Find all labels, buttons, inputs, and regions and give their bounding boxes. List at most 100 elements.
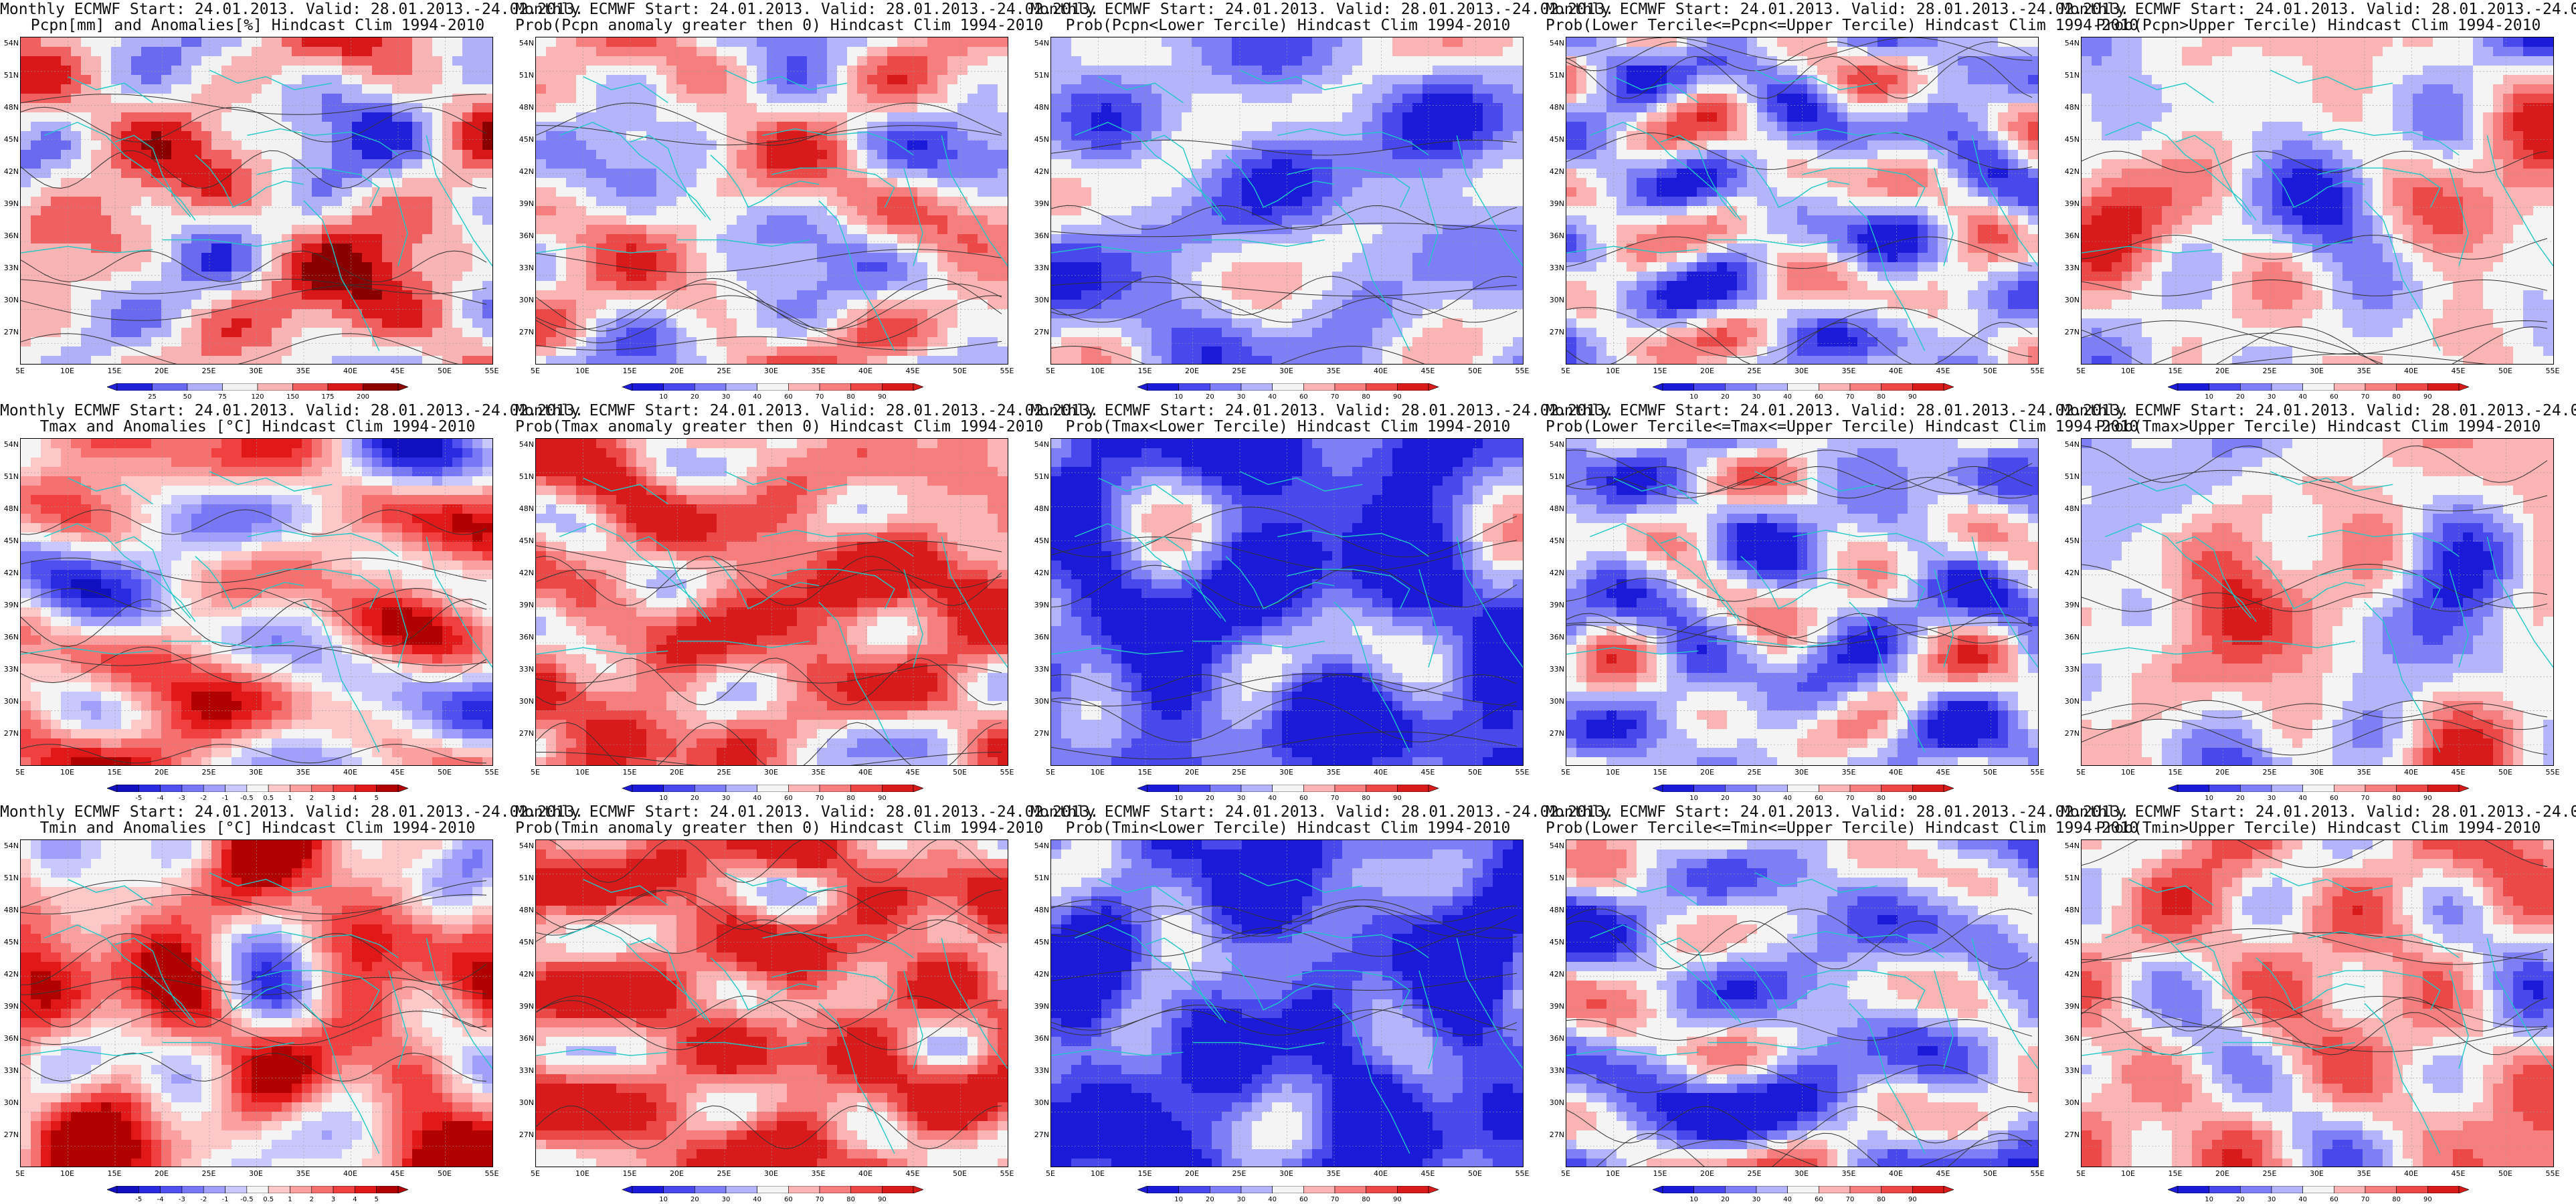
latitude-label: 48N (0, 103, 19, 112)
colorbar-swatch (788, 785, 820, 792)
coastline (536, 647, 668, 655)
colorbar-swatch (268, 1186, 290, 1193)
latitude-label: 30N (1030, 1098, 1049, 1107)
latitude-label: 51N (1030, 874, 1049, 882)
panel-title: Prob(Tmin anomaly greater then 0) Hindca… (515, 820, 1043, 837)
latitude-label: 54N (0, 440, 19, 449)
colorbar-tick-label: 10 (1689, 1196, 1698, 1203)
colorbar-tick-label: 40 (1783, 1196, 1792, 1203)
panel-header: Monthly ECMWF Start: 24.01.2013. Valid: … (2061, 403, 2576, 419)
latitude-label: 45N (1030, 938, 1049, 946)
contour-line (2082, 320, 2548, 355)
coastline (1239, 70, 1363, 90)
latitude-label: 27N (0, 1130, 19, 1139)
latitude-label: 51N (515, 874, 534, 882)
contour-line (1566, 1106, 2033, 1144)
longitude-label: 30E (2310, 1169, 2324, 1178)
colorbar-swatch (725, 785, 757, 792)
colorbar-high-arrow (397, 1186, 408, 1193)
colorbar-swatch (2302, 1186, 2334, 1193)
coastline (2364, 601, 2441, 752)
colorbar-tick-label: 30 (2268, 393, 2276, 401)
coastline (2128, 76, 2214, 104)
colorbar-tick-label: 4 (353, 795, 357, 802)
colorbar-tick-label: 90 (1908, 795, 1917, 802)
longitude-label: 30E (249, 1169, 263, 1178)
latitude-label: 51N (0, 71, 19, 80)
longitude-label: 50E (2498, 367, 2512, 375)
longitude-label: 20E (1700, 768, 1714, 777)
colorbar-tick-label: 1 (288, 795, 292, 802)
coastline (2364, 1003, 2441, 1154)
colorbar-tick-label: 70 (2361, 393, 2370, 401)
longitude-label: 45E (1421, 367, 1435, 375)
coastline (303, 1003, 380, 1154)
panel-title: Prob(Tmax<Lower Tercile) Hindcast Clim 1… (1030, 419, 1546, 435)
latitude-label: 51N (515, 71, 534, 80)
latitude-label: 33N (0, 264, 19, 272)
colorbar (622, 785, 923, 792)
colorbar-swatch (2334, 383, 2366, 391)
latitude-label: 27N (0, 328, 19, 336)
longitude-label: 20E (2215, 367, 2229, 375)
contour-line (21, 933, 487, 986)
colorbar-swatch (2271, 1186, 2303, 1193)
colorbar-swatch (1881, 785, 1913, 792)
colorbar-tick-label: -3 (179, 1196, 185, 1203)
coastline (1792, 529, 1944, 557)
colorbar-swatch (725, 383, 757, 391)
panel-title: Prob(Tmax>Upper Tercile) Hindcast Clim 1… (2061, 419, 2576, 435)
colorbar-swatch (116, 1186, 139, 1193)
latitude-label: 39N (515, 199, 534, 208)
latitude-label: 54N (515, 440, 534, 449)
latitude-label: 33N (1030, 665, 1049, 674)
colorbar-tick-label: 10 (2205, 795, 2213, 802)
colorbar-swatch (2427, 1186, 2460, 1193)
latitude-label: 48N (2061, 103, 2080, 112)
coastline (195, 957, 304, 1011)
colorbar-tick-label: 80 (1877, 1196, 1885, 1203)
colorbar-swatch (2209, 1186, 2241, 1193)
coastline (44, 924, 196, 1023)
colorbar-swatch (222, 383, 258, 391)
coastline (941, 135, 1008, 267)
contour-line (1051, 731, 1517, 760)
panel-header: Monthly ECMWF Start: 24.01.2013. Valid: … (1030, 804, 1614, 821)
colorbar-tick-label: 10 (1689, 795, 1698, 802)
coastline (256, 970, 380, 1011)
coastline (583, 878, 668, 906)
contour-line (1596, 1132, 2033, 1167)
colorbar-swatch (355, 785, 377, 792)
panel-title: Tmin and Anomalies [°C] Hindcast Clim 19… (0, 820, 515, 837)
coastline (1660, 536, 1737, 619)
longitude-label: 30E (1279, 1169, 1293, 1178)
longitude-label: 5E (1046, 768, 1055, 777)
longitude-label: 55E (2546, 367, 2560, 375)
coastline (630, 536, 707, 619)
contour-line (21, 646, 487, 684)
colorbar-tick-label: -5 (135, 1196, 142, 1203)
contour-line (536, 283, 1002, 330)
latitude-label: 42N (0, 167, 19, 176)
colorbar-swatch (1397, 1186, 1429, 1193)
longitude-label: 25E (1232, 768, 1247, 777)
shaded-field (1051, 439, 1523, 765)
coastline (162, 1041, 295, 1050)
coastline (2128, 477, 2214, 505)
colorbar-low-arrow (1653, 785, 1663, 792)
contour-line (536, 722, 1002, 765)
contour-line (1566, 613, 2033, 639)
map-plot (20, 438, 493, 766)
panel-header: Monthly ECMWF Start: 24.01.2013. Valid: … (1546, 1, 2129, 18)
colorbar-swatch (1662, 383, 1694, 391)
latitude-label: 42N (515, 167, 534, 176)
colorbar-tick-label: 90 (878, 393, 887, 401)
longitude-label: 10E (2121, 768, 2135, 777)
colorbar-swatch (2334, 1186, 2366, 1193)
longitude-label: 20E (155, 367, 169, 375)
colorbar-high-arrow (2458, 383, 2469, 391)
longitude-label: 25E (202, 1169, 216, 1178)
longitude-label: 40E (343, 768, 357, 777)
colorbar-swatch (1693, 1186, 1726, 1193)
colorbar-swatch (290, 1186, 312, 1193)
